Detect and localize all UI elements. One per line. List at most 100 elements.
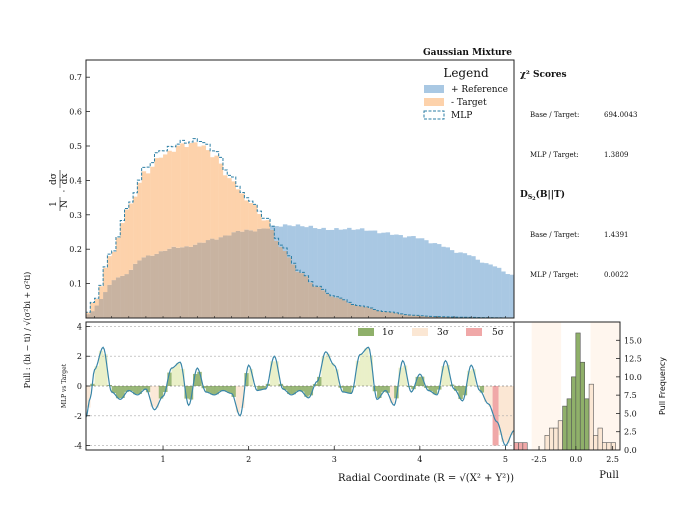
pull-bin-fill [197, 371, 202, 386]
overlap-bar [291, 264, 296, 318]
pull-bin-fill [394, 386, 399, 399]
legend-label-reference: + Reference [451, 85, 508, 95]
pull-hist-y-tick-label: 7.5 [624, 391, 637, 400]
overlap-bar [364, 306, 369, 318]
pull-bin-fill [158, 386, 164, 399]
pull-bin-fill [342, 386, 348, 393]
pull-x-tick-label: 5 [503, 455, 508, 464]
svg-text:·: · [60, 189, 70, 192]
target-bar [150, 166, 155, 256]
pull-bin-fill [428, 386, 433, 392]
overlap-bar [300, 273, 305, 318]
pull-ratio-panel: -4 -2 0 2 4 1 2 3 4 5 1σ 3σ 5σ MLP vs Target Pul… [23, 272, 515, 484]
overlap-bar [98, 298, 104, 318]
pull-bin-fill [261, 386, 266, 390]
overlap-bar [205, 240, 211, 318]
overlap-bar [210, 238, 215, 318]
pull-bin-fill [94, 366, 100, 386]
target-bar [210, 157, 215, 239]
reference-bar [338, 229, 343, 299]
target-bar [175, 145, 181, 248]
target-bar [115, 237, 121, 278]
pull-hist-bar [575, 332, 581, 451]
pull-hist-bar [562, 405, 568, 451]
pull-y-tick-label: 0 [77, 382, 82, 391]
target-bar [111, 251, 117, 281]
pull-bin-fill [359, 353, 365, 386]
svg-text:dσ: dσ [49, 173, 59, 185]
pull-hist-y-tick-label: 10.0 [624, 373, 642, 382]
reference-bar [466, 255, 472, 318]
reference-bar [445, 247, 450, 317]
overlap-bar [163, 250, 168, 318]
reference-bar [441, 246, 446, 317]
pull-hist-band [590, 322, 620, 450]
target-bar [137, 182, 142, 261]
target-bar [103, 267, 108, 293]
pull-bin-fill [205, 386, 211, 393]
overlap-bar [115, 277, 121, 318]
main-bars [86, 142, 515, 318]
reference-bar [359, 228, 365, 307]
pull-hist-bar [602, 442, 608, 451]
pull-x-tick-label: 1 [160, 455, 165, 464]
reference-bar [411, 236, 416, 316]
target-bar [197, 146, 202, 243]
pull-bin-fill [167, 372, 172, 386]
pull-x-tick-label: 2 [246, 455, 251, 464]
reference-bar [355, 229, 361, 306]
overlap-bar [201, 242, 207, 318]
pull-bin-fill [325, 353, 331, 386]
pull-bin-fill [184, 386, 189, 399]
pull-fills [86, 348, 515, 446]
target-bar [98, 286, 104, 299]
overlap-bar [428, 316, 433, 318]
overlap-bar [180, 247, 185, 318]
chi2-row-mlp-value: 1.3809 [604, 151, 629, 159]
overlap-bar [312, 286, 318, 318]
reference-bar [449, 250, 455, 318]
pull-bin-fill [484, 386, 489, 402]
pull-bin-fill [141, 386, 147, 390]
overlap-bar [398, 313, 403, 318]
overlap-bar [368, 308, 373, 318]
ds-row-base-label: Base / Target: [530, 231, 579, 239]
pull-hist-bar [544, 435, 550, 451]
target-bar [222, 175, 228, 236]
pull-bin-fill [458, 386, 463, 400]
pull-bin-fill [317, 376, 322, 386]
metrics-panel: χ² Scores Base / Target: 694.0043 MLP / … [520, 70, 637, 279]
pull-bin-fill [227, 386, 232, 393]
pull-bin-fill [441, 366, 446, 386]
overlap-bar [359, 306, 365, 318]
overlap-bar [244, 229, 249, 318]
overlap-bar [94, 305, 100, 318]
pull-hist-bar [513, 442, 519, 451]
pull-hist-y-tick-label: 12.5 [624, 355, 642, 364]
pull-bin-fill [86, 386, 91, 408]
pull-bin-fill [115, 386, 121, 399]
pull-bin-fill [137, 386, 142, 394]
pull-y-ticks: -4 -2 0 2 4 [74, 322, 90, 451]
overlap-bar [411, 315, 416, 318]
target-bar [227, 178, 232, 236]
target-bar [252, 205, 258, 232]
pull-bin-fill [398, 367, 403, 386]
pull-grid-lines [86, 326, 514, 446]
target-bar [235, 189, 241, 231]
overlap-bar [103, 292, 108, 318]
pull-bin-fill [287, 386, 292, 394]
overlap-bar [295, 271, 301, 318]
pull-bin-fill [103, 354, 108, 386]
overlap-bar [436, 316, 442, 318]
pull-bin-fill [218, 386, 224, 392]
target-bar [141, 171, 147, 258]
target-bar [231, 181, 236, 233]
pull-bin-fill [364, 348, 369, 386]
target-bar [128, 203, 134, 270]
overlap-bar [188, 246, 194, 318]
pull-hist-bands [531, 322, 620, 450]
reference-bar [458, 252, 463, 318]
target-bar [248, 203, 254, 231]
overlap-bar [304, 276, 309, 318]
